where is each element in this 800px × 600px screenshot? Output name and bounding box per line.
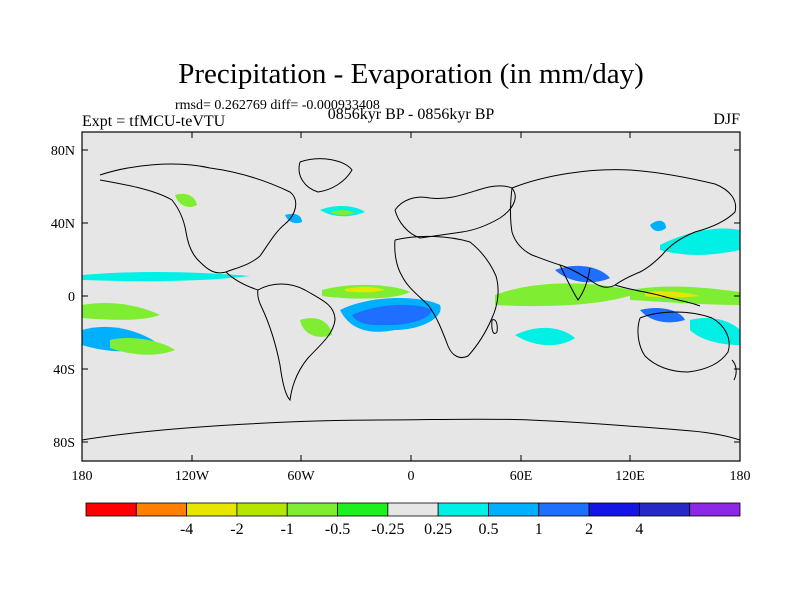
colorbar-label: 4 — [635, 521, 643, 538]
south-atlantic-dry-core — [352, 304, 432, 326]
colorbar-box — [437, 502, 489, 517]
lat-tick-40n: 40N — [51, 217, 75, 232]
colorbar-box — [638, 502, 691, 517]
colorbar-label: 1 — [535, 521, 543, 538]
north-america-coast — [99, 163, 297, 274]
madagascar-coast — [491, 319, 498, 334]
greenland-coast — [298, 158, 353, 193]
lat-tick-0: 0 — [68, 290, 75, 305]
lon-tick-0: 0 — [408, 469, 415, 484]
south-pacific-green — [110, 338, 175, 355]
south-pacific-cyan — [690, 318, 740, 345]
east-pacific-itcz-cyan — [82, 272, 250, 282]
colorbar-box — [286, 502, 338, 517]
south-pacific-east-dry — [82, 303, 160, 320]
colorbar-label: 2 — [585, 521, 593, 538]
lon-tick-180w: 180 — [72, 469, 93, 484]
colorbar: -4 -2 -1 -0.5 -0.25 0.25 0.5 1 2 4 — [85, 502, 741, 538]
colorbar-box — [538, 502, 590, 517]
colorbar-box — [588, 502, 640, 517]
expt-label: Expt = tfMCU-teVTU — [82, 113, 226, 130]
colorbar-label: -0.25 — [371, 521, 404, 538]
indian-ocean-wet-patch — [555, 265, 610, 283]
north-pacific-cyan-band — [660, 228, 740, 255]
lat-axis: 80N 40N 0 40S 80S — [51, 144, 740, 451]
colorbar-label: -0.5 — [325, 521, 350, 538]
colorbar-box — [337, 502, 389, 517]
south-indian-ocean-cyan — [515, 327, 575, 346]
north-pacific-east-green — [175, 193, 197, 207]
asia-coast — [510, 169, 737, 288]
colorbar-label: -2 — [230, 521, 243, 538]
europe-coast — [394, 185, 516, 239]
colorbar-box — [387, 502, 439, 517]
lon-tick-60e: 60E — [510, 469, 533, 484]
lon-tick-120e: 120E — [615, 469, 645, 484]
colorbar-label: -1 — [281, 521, 294, 538]
period-label: 0856kyr BP - 0856kyr BP — [328, 106, 495, 123]
lon-tick-120w: 120W — [175, 469, 210, 484]
indian-subcontinent-coast — [559, 264, 591, 301]
north-atlantic-west-blue — [285, 213, 302, 224]
north-atlantic-green — [330, 210, 355, 216]
colorbar-box — [186, 502, 238, 517]
south-america-coast — [257, 283, 336, 402]
colorbar-box — [135, 502, 188, 517]
australia-coast — [637, 311, 730, 373]
japan-blue — [650, 220, 666, 232]
south-america-green — [300, 318, 332, 337]
colorbar-box — [85, 502, 137, 517]
stats-line: rmsd= 0.262769 diff= -0.000933408 — [175, 98, 380, 113]
lon-tick-60w: 60W — [287, 469, 315, 484]
lat-tick-80n: 80N — [51, 144, 75, 159]
lat-tick-80s: 80S — [53, 436, 75, 451]
africa-coast — [394, 235, 499, 359]
map-panel: 80N 40N 0 40S 80S 180 120W 60W 0 60E 120 — [51, 131, 751, 484]
equatorial-atlantic-yellow — [345, 286, 385, 293]
antarctica-coast — [81, 418, 741, 441]
colorbar-box — [488, 502, 540, 517]
colorbar-label: 0.5 — [478, 521, 498, 538]
central-america-coast — [225, 271, 259, 291]
lon-tick-180e: 180 — [730, 469, 751, 484]
southeast-asia-islands-coast — [614, 284, 701, 307]
colorbar-label: 0.25 — [424, 521, 452, 538]
colorbar-box — [689, 502, 741, 517]
west-pacific-yellow — [645, 291, 700, 298]
colorbar-box — [236, 502, 288, 517]
lat-tick-40s: 40S — [53, 363, 75, 378]
coastlines — [81, 158, 741, 441]
colorbar-label: -4 — [180, 521, 193, 538]
map-title: Precipitation - Evaporation (in mm/day) — [178, 58, 644, 90]
lon-axis: 180 120W 60W 0 60E 120E 180 — [72, 132, 751, 484]
anomaly-shading — [82, 193, 740, 355]
season-label: DJF — [713, 111, 740, 128]
indian-ocean-dry-band — [495, 283, 640, 307]
